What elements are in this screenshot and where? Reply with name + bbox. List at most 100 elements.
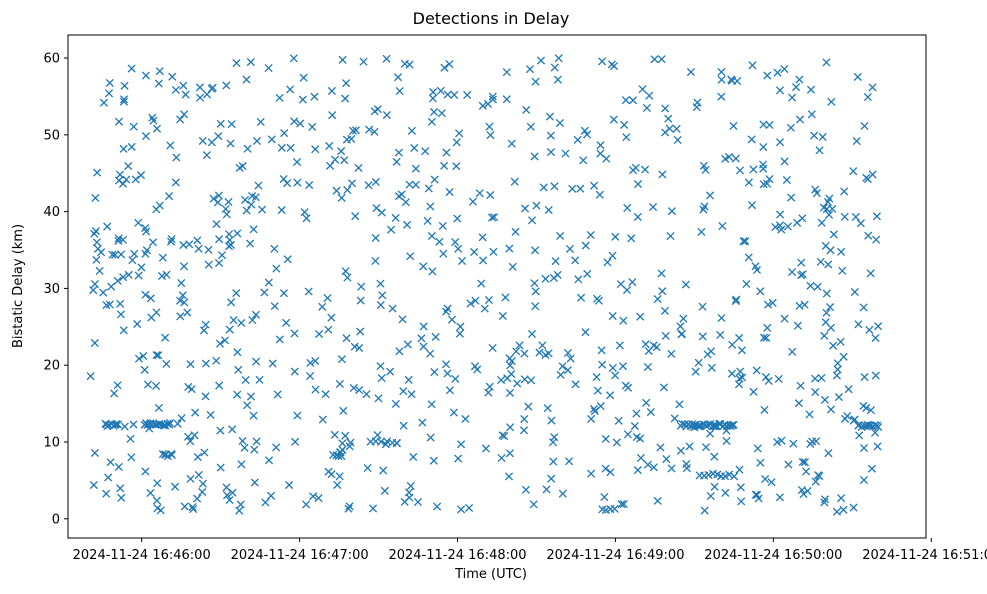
detection-point [598,360,607,369]
detection-point [127,453,136,462]
detection-point [158,253,167,262]
detection-point [216,463,225,472]
detection-point [348,179,357,188]
detection-point [810,131,819,140]
detection-point [780,157,789,166]
detection-point [424,184,433,193]
detection-point [340,156,349,165]
detection-point [255,375,264,384]
detection-point [736,367,745,376]
detection-point [571,256,580,265]
detection-point [840,187,849,196]
detection-point [864,231,873,240]
detection-point [795,115,805,124]
detection-point [172,153,181,162]
detection-point [595,190,604,199]
detection-point [342,135,351,144]
detection-point [488,95,497,104]
detection-point [541,274,550,283]
detection-point [252,357,261,366]
detection-point [225,325,234,334]
detection-point [622,286,632,295]
detection-point [364,181,373,190]
detection-point [612,438,621,447]
detection-point [214,191,223,200]
detection-point [500,432,509,441]
detection-point [299,73,308,82]
detection-point [235,506,244,515]
detection-point [152,124,162,133]
detection-point [423,216,432,225]
detection-point [652,343,661,352]
detection-point [400,497,409,506]
detection-point [519,426,529,435]
detection-point [855,431,864,440]
detection-point [140,365,149,374]
detection-point [795,75,804,84]
detection-point [497,376,506,385]
detection-point [309,492,318,501]
detection-point [556,231,565,240]
y-tick-label: 50 [43,128,60,143]
detection-point [565,244,575,253]
detection-point [193,494,202,503]
detection-point [512,347,521,356]
detection-point [735,465,744,474]
detection-point [724,152,734,162]
detection-point [228,425,237,434]
detection-point [798,214,807,223]
detection-point [102,489,111,498]
detection-point [321,390,330,399]
detection-point [216,426,225,435]
detection-point [200,448,209,457]
chart-title: Detections in Delay [413,9,570,28]
detection-point [659,383,669,392]
detection-point [529,500,538,509]
detection-point [386,367,395,376]
detection-point [426,349,435,358]
detection-point [328,111,337,120]
detection-point [802,467,811,476]
detection-point [824,210,834,219]
detection-point [264,456,274,465]
detection-point [254,181,263,190]
detection-point [455,129,464,138]
detection-point [142,246,151,255]
detection-point [99,288,108,297]
detection-point [806,439,815,449]
detection-point [394,148,403,157]
detection-point [843,411,852,421]
detection-point [334,452,343,461]
detection-point [558,362,567,371]
detection-point [318,302,327,311]
detection-point [839,352,848,361]
detection-point [813,282,822,291]
detection-point [283,179,292,188]
detection-point [305,180,314,190]
detection-point [227,120,236,129]
detection-point [788,93,797,102]
y-tick-label: 30 [43,282,60,297]
detection-point [180,298,189,307]
detection-point [747,135,756,144]
x-axis: 2024-11-24 16:46:00 2024-11-24 16:47:00 20… [73,538,987,563]
detection-point [306,358,315,367]
detection-point [141,290,150,299]
detection-point [773,68,782,77]
detection-point [426,433,435,442]
detection-point [394,73,403,82]
detection-point [844,385,853,394]
detection-point [822,289,831,298]
detection-point [90,338,99,348]
detection-point [104,473,113,482]
detection-point [866,406,875,415]
detection-point [311,356,320,365]
detection-point [304,287,313,296]
detection-point [693,98,702,107]
detection-point [291,437,300,446]
detection-point [787,267,797,277]
detection-point [550,63,559,72]
detection-point [505,244,514,253]
detection-point [418,418,427,427]
detection-point [554,54,563,63]
